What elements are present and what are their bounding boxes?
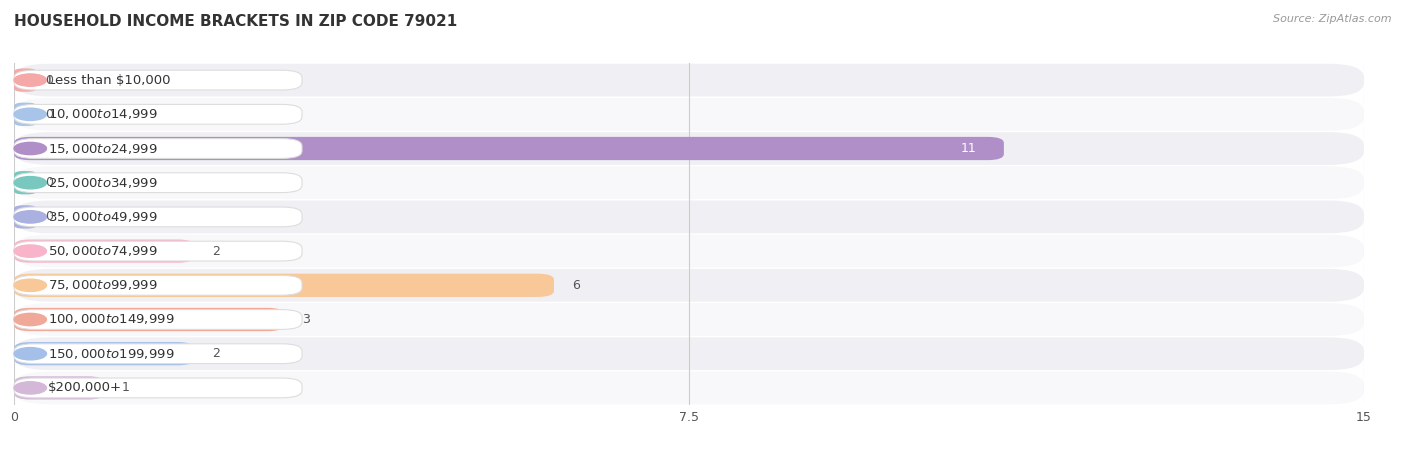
Text: 0: 0 (45, 211, 53, 223)
FancyBboxPatch shape (14, 139, 302, 158)
Circle shape (14, 176, 46, 189)
FancyBboxPatch shape (14, 103, 37, 126)
FancyBboxPatch shape (14, 241, 302, 261)
Text: Source: ZipAtlas.com: Source: ZipAtlas.com (1274, 14, 1392, 23)
FancyBboxPatch shape (14, 207, 302, 227)
FancyBboxPatch shape (14, 201, 1364, 233)
Circle shape (14, 74, 46, 86)
Circle shape (14, 382, 46, 394)
Text: $15,000 to $24,999: $15,000 to $24,999 (48, 141, 157, 156)
FancyBboxPatch shape (14, 338, 1364, 370)
FancyBboxPatch shape (14, 269, 1364, 302)
FancyBboxPatch shape (14, 166, 1364, 199)
Text: $10,000 to $14,999: $10,000 to $14,999 (48, 107, 157, 122)
Text: $50,000 to $74,999: $50,000 to $74,999 (48, 244, 157, 258)
FancyBboxPatch shape (14, 342, 194, 365)
FancyBboxPatch shape (14, 239, 194, 263)
FancyBboxPatch shape (14, 275, 302, 295)
FancyBboxPatch shape (14, 173, 302, 193)
FancyBboxPatch shape (14, 104, 302, 124)
Text: 0: 0 (45, 108, 53, 121)
Circle shape (14, 108, 46, 121)
Text: $75,000 to $99,999: $75,000 to $99,999 (48, 278, 157, 293)
FancyBboxPatch shape (14, 137, 1004, 160)
FancyBboxPatch shape (14, 98, 1364, 130)
Text: $150,000 to $199,999: $150,000 to $199,999 (48, 346, 174, 361)
Text: 2: 2 (212, 245, 219, 257)
FancyBboxPatch shape (14, 376, 104, 400)
FancyBboxPatch shape (14, 372, 1364, 404)
FancyBboxPatch shape (14, 64, 1364, 96)
FancyBboxPatch shape (14, 303, 1364, 336)
FancyBboxPatch shape (14, 274, 554, 297)
Circle shape (14, 142, 46, 155)
FancyBboxPatch shape (14, 171, 37, 194)
Circle shape (14, 245, 46, 257)
Text: $35,000 to $49,999: $35,000 to $49,999 (48, 210, 157, 224)
Text: $100,000 to $149,999: $100,000 to $149,999 (48, 312, 174, 327)
FancyBboxPatch shape (14, 378, 302, 398)
Text: $25,000 to $34,999: $25,000 to $34,999 (48, 176, 157, 190)
FancyBboxPatch shape (14, 344, 302, 364)
Text: Less than $10,000: Less than $10,000 (48, 74, 170, 86)
FancyBboxPatch shape (14, 235, 1364, 267)
Text: 11: 11 (962, 142, 977, 155)
FancyBboxPatch shape (14, 310, 302, 329)
Circle shape (14, 211, 46, 223)
FancyBboxPatch shape (14, 132, 1364, 165)
Circle shape (14, 313, 46, 326)
Text: 0: 0 (45, 74, 53, 86)
FancyBboxPatch shape (14, 68, 37, 92)
Text: $200,000+: $200,000+ (48, 382, 122, 394)
FancyBboxPatch shape (14, 205, 37, 229)
Circle shape (14, 347, 46, 360)
Text: 0: 0 (45, 176, 53, 189)
Text: 6: 6 (572, 279, 579, 292)
FancyBboxPatch shape (14, 70, 302, 90)
Text: 1: 1 (122, 382, 129, 394)
Circle shape (14, 279, 46, 292)
Text: 2: 2 (212, 347, 219, 360)
Text: HOUSEHOLD INCOME BRACKETS IN ZIP CODE 79021: HOUSEHOLD INCOME BRACKETS IN ZIP CODE 79… (14, 14, 457, 28)
Text: 3: 3 (302, 313, 309, 326)
FancyBboxPatch shape (14, 308, 284, 331)
